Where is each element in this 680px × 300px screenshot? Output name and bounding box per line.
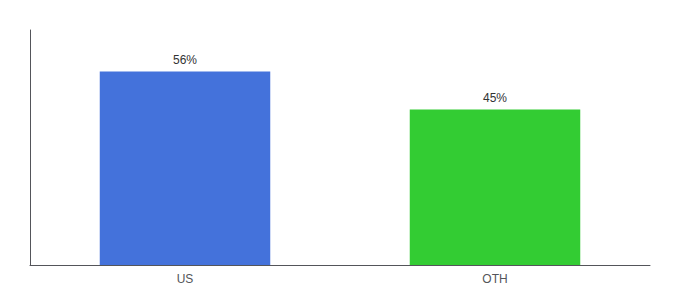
svg-text:56%: 56% [173, 53, 197, 67]
svg-text:OTH: OTH [482, 272, 507, 286]
svg-text:US: US [177, 272, 194, 286]
svg-text:45%: 45% [483, 91, 507, 105]
